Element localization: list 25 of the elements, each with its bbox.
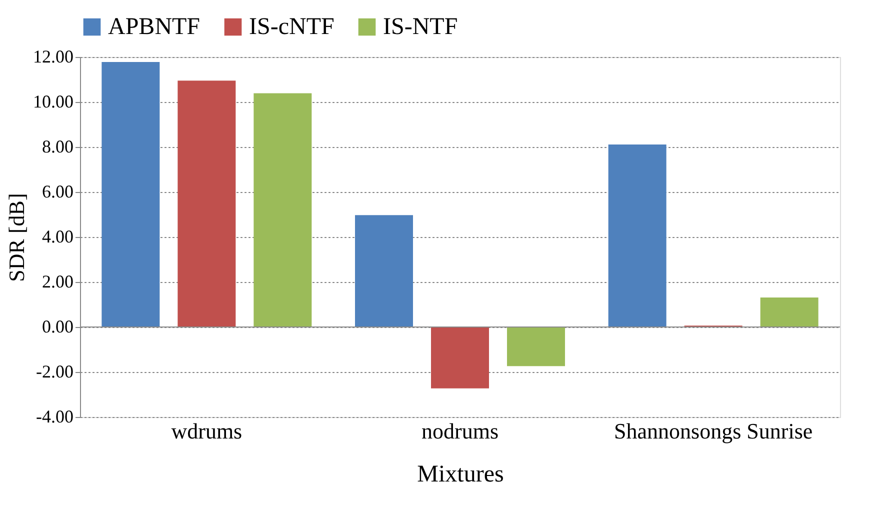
y-axis-title: SDR [dB] — [4, 193, 29, 282]
y-tick-label: 8.00 — [42, 136, 74, 156]
x-tick-label: wdrums — [171, 418, 242, 444]
y-tick-label: 10.00 — [33, 92, 74, 112]
x-tick-label: nodrums — [422, 418, 498, 444]
bar — [608, 144, 666, 327]
x-axis-title: Mixtures — [417, 462, 504, 488]
legend-label: IS-cNTF — [249, 14, 334, 40]
bar — [102, 62, 160, 327]
y-tick-label: 12.00 — [33, 46, 74, 66]
x-tick-label: Shannonsongs Sunrise — [614, 418, 813, 444]
legend-label: IS-NTF — [383, 14, 458, 40]
y-tick-label: 0.00 — [42, 316, 74, 336]
y-tick-label: 4.00 — [42, 226, 74, 246]
legend-label: APBNTF — [108, 14, 200, 40]
y-tick-label: 6.00 — [42, 182, 74, 202]
y-tick-label: -4.00 — [36, 406, 74, 426]
bar — [431, 327, 489, 388]
bar — [178, 80, 236, 327]
y-tick-label: 2.00 — [42, 272, 74, 292]
bar — [355, 215, 413, 327]
bar — [507, 327, 565, 366]
bar — [254, 93, 312, 327]
bar — [760, 298, 818, 327]
y-tick-label: -2.00 — [36, 362, 74, 382]
